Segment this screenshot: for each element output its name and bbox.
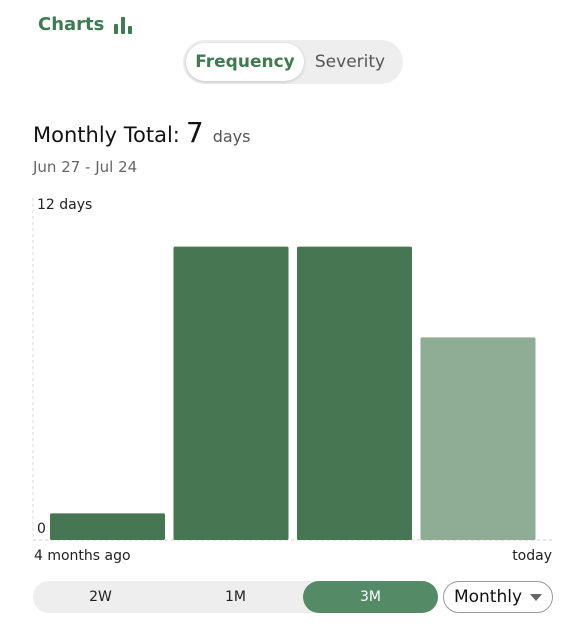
period-selector: 2W 1M 3M bbox=[33, 581, 438, 613]
total-unit: days bbox=[212, 127, 251, 146]
period-1m-button[interactable]: 1M bbox=[225, 589, 246, 605]
bar-2 bbox=[173, 246, 289, 540]
y-zero-label: 0 bbox=[37, 521, 46, 537]
period-3m-button[interactable]: 3M bbox=[303, 581, 438, 613]
caret-down-icon bbox=[530, 593, 543, 601]
page-title: Charts bbox=[38, 14, 105, 35]
charts-header: Charts bbox=[38, 14, 133, 35]
bar-4 bbox=[420, 337, 536, 540]
granularity-dropdown[interactable]: Monthly bbox=[443, 581, 553, 613]
metric-toggle: Frequency Severity bbox=[183, 40, 403, 84]
monthly-total: Monthly Total: 7 days bbox=[33, 116, 250, 149]
x-start-label: 4 months ago bbox=[34, 548, 131, 564]
total-value: 7 bbox=[185, 116, 204, 149]
bars-group bbox=[50, 246, 536, 540]
dropdown-value: Monthly bbox=[453, 587, 523, 607]
frequency-bar-chart: 12 days 0 4 months ago today bbox=[32, 197, 552, 564]
bar-1 bbox=[50, 513, 165, 540]
period-2w-button[interactable]: 2W bbox=[89, 589, 112, 605]
date-range: Jun 27 - Jul 24 bbox=[33, 158, 138, 176]
bar-3 bbox=[297, 246, 412, 540]
y-top-label: 12 days bbox=[37, 197, 92, 213]
x-end-label: today bbox=[512, 548, 552, 564]
tab-severity[interactable]: Severity bbox=[314, 52, 386, 72]
total-label: Monthly Total: bbox=[33, 123, 180, 147]
tab-frequency[interactable]: Frequency bbox=[186, 43, 304, 81]
bar-chart-icon bbox=[114, 16, 133, 34]
